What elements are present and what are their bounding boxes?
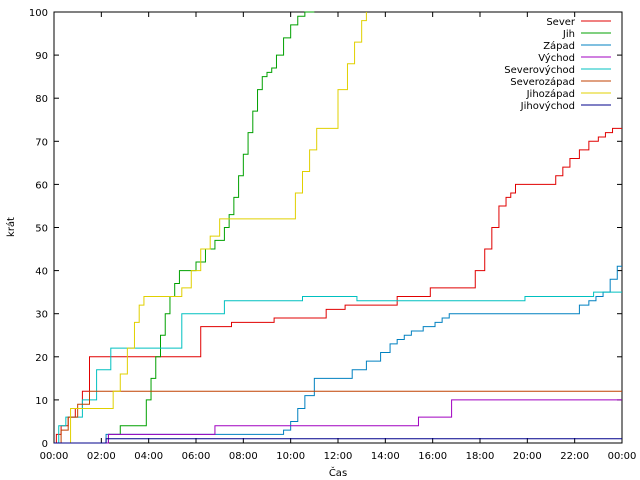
legend-label: Sever	[546, 17, 576, 28]
series-line	[54, 291, 622, 444]
x-tick-label: 22:00	[560, 451, 589, 462]
x-tick-label: 10:00	[276, 451, 305, 462]
y-tick-label: 10	[35, 396, 48, 407]
y-tick-label: 90	[35, 51, 48, 62]
y-tick-label: 0	[42, 439, 48, 450]
y-tick-label: 50	[35, 224, 48, 235]
legend-label: Jihovýchod	[520, 100, 575, 112]
ticks: 00:00 02:00 04:00 06:00 08:00 10:00 12:00 14:00…	[29, 8, 637, 462]
y-tick-label: 70	[35, 137, 48, 148]
x-axis-label: Čas	[329, 466, 347, 479]
y-tick-label: 30	[35, 310, 48, 321]
x-tick-label: 06:00	[182, 451, 211, 462]
y-tick-label: 60	[35, 180, 48, 191]
y-tick-label: 40	[35, 267, 48, 278]
legend-label: Východ	[538, 52, 575, 64]
x-tick-label: 18:00	[466, 451, 495, 462]
x-tick-label: 12:00	[324, 451, 353, 462]
y-tick-label: 100	[29, 8, 48, 19]
y-tick-label: 80	[35, 94, 48, 105]
series-line	[54, 265, 622, 444]
legend-label: Severozápad	[510, 76, 575, 88]
series	[54, 11, 622, 444]
series-line	[54, 12, 367, 444]
x-tick-label: 14:00	[371, 451, 400, 462]
x-tick-label: 00:00	[608, 451, 637, 462]
legend: SeverJihZápadVýchodSeverovýchodSeverozáp…	[504, 17, 611, 112]
series-line	[54, 438, 622, 444]
x-tick-label: 00:00	[40, 451, 69, 462]
x-tick-label: 20:00	[513, 451, 542, 462]
series-line	[54, 399, 622, 444]
series-line	[54, 127, 622, 444]
series-line	[54, 390, 622, 444]
x-tick-label: 08:00	[229, 451, 258, 462]
legend-label: Západ	[543, 40, 575, 52]
x-tick-label: 04:00	[134, 451, 163, 462]
y-tick-label: 20	[35, 353, 48, 364]
x-tick-label: 02:00	[87, 451, 116, 462]
y-axis-label: krát	[5, 217, 17, 237]
x-tick-label: 16:00	[418, 451, 447, 462]
legend-label: Jihozápad	[526, 88, 575, 100]
legend-label: Jih	[562, 29, 575, 40]
legend-label: Severovýchod	[504, 64, 575, 76]
series-line	[54, 11, 315, 444]
